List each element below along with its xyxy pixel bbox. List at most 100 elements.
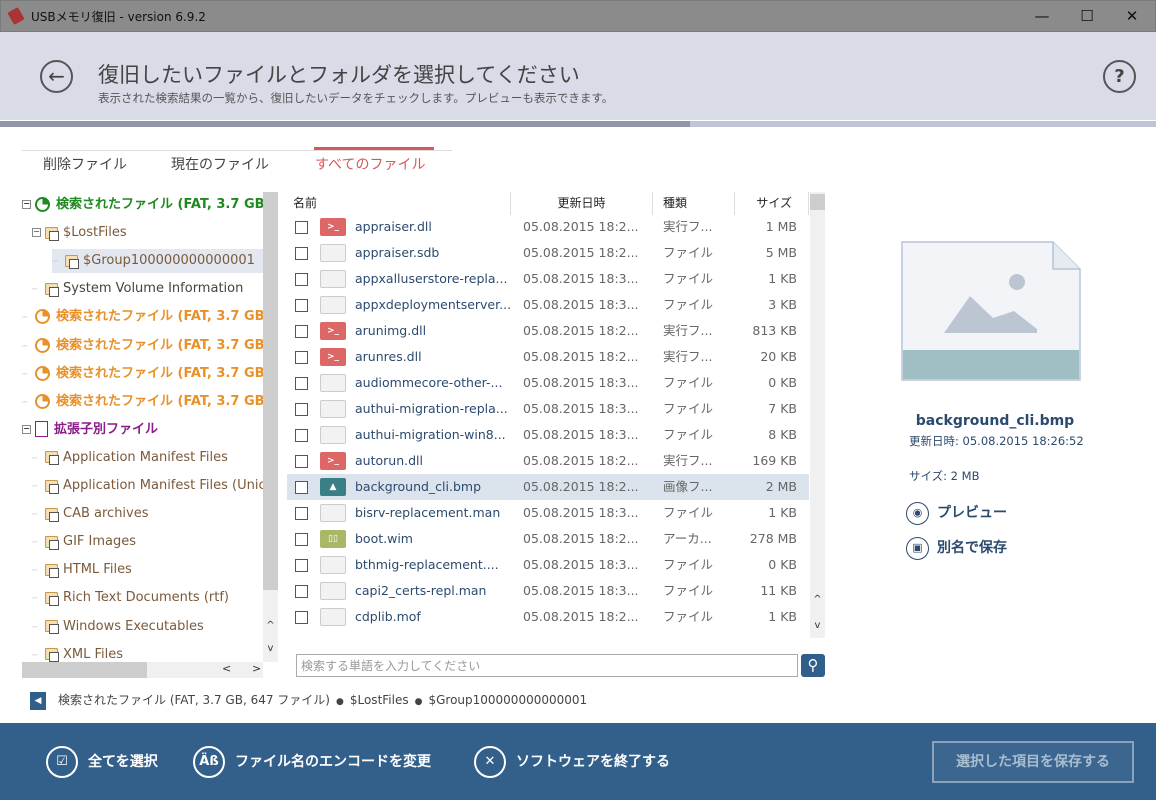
tree-scroll-thumb[interactable] <box>22 662 147 678</box>
tree-item[interactable]: ┄ 検索されたファイル (FAT, 3.7 GB <box>22 334 265 358</box>
tree-item[interactable]: ┄ $Group100000000000001 <box>52 249 263 274</box>
column-type[interactable]: 種類 <box>653 192 735 215</box>
tab-all-files[interactable]: すべてのファイル <box>315 157 426 173</box>
file-row[interactable]: appxdeploymentserver... 05.08.2015 18:3..… <box>287 292 809 318</box>
tree-scroll-track[interactable]: ^ v <box>263 590 278 662</box>
file-size: 1 KB <box>768 271 797 286</box>
column-name[interactable]: 名前 <box>293 192 511 215</box>
back-button[interactable]: ← <box>40 60 73 93</box>
tree-item-label: 検索されたファイル (FAT, 3.7 GB, 647 ファイル) <box>56 197 278 212</box>
tree-item[interactable]: ┄ 検索されたファイル (FAT, 3.7 GB <box>22 305 265 329</box>
collapse-toggle[interactable]: − <box>22 423 31 434</box>
file-row[interactable]: ▲ background_cli.bmp 05.08.2015 18:2... 画像フ… <box>287 474 809 500</box>
list-vertical-scrollbar[interactable]: ^ v <box>810 192 825 638</box>
file-date: 05.08.2015 18:2... <box>523 479 639 494</box>
file-date: 05.08.2015 18:2... <box>523 245 639 260</box>
row-checkbox[interactable] <box>295 533 308 546</box>
tab-deleted-files[interactable]: 削除ファイル <box>43 157 127 173</box>
file-type: ファイル <box>663 505 714 520</box>
file-date: 05.08.2015 18:2... <box>523 219 639 234</box>
tree-item[interactable]: ┄ Application Manifest Files <box>32 446 228 470</box>
tree-item[interactable]: ┄ 検索されたファイル (FAT, 3.7 GB <box>22 362 265 386</box>
file-row[interactable]: appraiser.sdb 05.08.2015 18:2... ファイル 5 MB <box>287 240 809 266</box>
tree-item[interactable]: ┄ Rich Text Documents (rtf) <box>32 586 229 610</box>
tree-item[interactable]: ┄ GIF Images <box>32 530 136 554</box>
tree-item[interactable]: ┄ Application Manifest Files (Unicode) <box>32 474 278 498</box>
tree-vertical-scrollbar[interactable] <box>263 192 278 590</box>
tree-item[interactable]: − $LostFiles <box>32 221 127 245</box>
floppy-disk-icon: ▣ <box>906 536 929 560</box>
file-row[interactable]: bisrv-replacement.man 05.08.2015 18:3... フ… <box>287 500 809 526</box>
row-checkbox[interactable] <box>295 351 308 364</box>
preview-button[interactable]: ◉ プレビュー <box>906 501 1007 525</box>
doc-file-icon <box>320 374 346 392</box>
tab-existing-files[interactable]: 現在のファイル <box>171 157 269 173</box>
row-checkbox[interactable] <box>295 559 308 572</box>
row-checkbox[interactable] <box>295 481 308 494</box>
tree-item[interactable]: ┄ CAB archives <box>32 502 149 526</box>
file-type: 画像フ... <box>663 479 713 494</box>
row-checkbox[interactable] <box>295 429 308 442</box>
search-input[interactable] <box>296 654 798 677</box>
file-row[interactable]: authui-migration-repla... 05.08.2015 18:3… <box>287 396 809 422</box>
breadcrumb-item[interactable]: 検索されたファイル (FAT, 3.7 GB, 647 ファイル) <box>58 693 330 707</box>
row-checkbox[interactable] <box>295 221 308 234</box>
column-size[interactable]: サイズ <box>735 192 809 215</box>
tree-item[interactable]: − 拡張子別ファイル <box>22 418 158 442</box>
collapse-toggle[interactable]: − <box>22 199 31 209</box>
file-row[interactable]: >_ arunimg.dll 05.08.2015 18:2... 実行フ... 813… <box>287 318 809 344</box>
save-selected-button[interactable]: 選択した項目を保存する <box>932 741 1134 783</box>
change-encoding-button[interactable]: Äß ファイル名のエンコードを変更 <box>193 745 431 779</box>
list-scroll-thumb[interactable] <box>810 194 825 210</box>
row-checkbox[interactable] <box>295 455 308 468</box>
column-date[interactable]: 更新日時 <box>511 192 653 215</box>
row-checkbox[interactable] <box>295 585 308 598</box>
file-size: 1 MB <box>765 219 797 234</box>
maximize-button[interactable]: ☐ <box>1080 7 1094 25</box>
row-checkbox[interactable] <box>295 299 308 312</box>
file-row[interactable]: ▯▯ boot.wim 05.08.2015 18:2... アーカ... 278 MB <box>287 526 809 552</box>
select-all-button[interactable]: ☑ 全てを選択 <box>46 745 158 779</box>
file-row[interactable]: >_ autorun.dll 05.08.2015 18:2... 実行フ... 169… <box>287 448 809 474</box>
exit-button[interactable]: ✕ ソフトウェアを終了する <box>474 745 670 779</box>
search-button[interactable]: ⚲ <box>801 654 825 677</box>
breadcrumb-item[interactable]: $Group100000000000001 <box>428 693 588 707</box>
disk-scan-icon <box>35 365 50 381</box>
row-checkbox[interactable] <box>295 247 308 260</box>
file-row[interactable]: capi2_certs-repl.man 05.08.2015 18:3... ファ… <box>287 578 809 604</box>
save-as-button[interactable]: ▣ 別名で保存 <box>906 536 1007 560</box>
file-row[interactable]: cdplib.mof 05.08.2015 18:2... ファイル 1 KB <box>287 604 809 630</box>
folder-icon <box>45 282 59 297</box>
minimize-button[interactable]: — <box>1034 7 1050 25</box>
collapse-toggle[interactable]: − <box>32 227 41 238</box>
row-checkbox[interactable] <box>295 325 308 338</box>
tree-item[interactable]: ┄ XML Files <box>32 643 123 667</box>
file-size: 1 KB <box>768 505 797 520</box>
tree-item-label: Rich Text Documents (rtf) <box>63 590 230 606</box>
row-checkbox[interactable] <box>295 507 308 520</box>
tree-item[interactable]: ┄ HTML Files <box>32 558 132 582</box>
file-row[interactable]: audiommecore-other-... 05.08.2015 18:3...… <box>287 370 809 396</box>
breadcrumb-back-button[interactable]: ◀ <box>30 691 46 710</box>
tree-item[interactable]: ┄ 検索されたファイル (FAT, 3.7 GB <box>22 390 265 414</box>
row-checkbox[interactable] <box>295 403 308 416</box>
file-size: 2 MB <box>765 479 797 494</box>
help-button[interactable]: ? <box>1103 60 1136 93</box>
folder-icon <box>45 648 59 663</box>
img-file-icon: ▲ <box>320 478 346 496</box>
file-row[interactable]: >_ appraiser.dll 05.08.2015 18:2... 実行フ... 1… <box>287 214 809 240</box>
tree-item[interactable]: ┄ Windows Executables <box>32 615 204 639</box>
file-row[interactable]: appxalluserstore-repla... 05.08.2015 18:3… <box>287 266 809 292</box>
row-checkbox[interactable] <box>295 611 308 624</box>
tree-item[interactable]: − 検索されたファイル (FAT, 3.7 GB, 647 ファイル) <box>22 193 278 217</box>
tree-item[interactable]: ┄ System Volume Information <box>32 277 243 301</box>
close-button[interactable]: ✕ <box>1125 7 1139 25</box>
close-icon: ✕ <box>474 746 506 778</box>
row-checkbox[interactable] <box>295 273 308 286</box>
breadcrumb-item[interactable]: $LostFiles <box>349 693 409 707</box>
file-row[interactable]: >_ arunres.dll 05.08.2015 18:2... 実行フ... 20 … <box>287 344 809 370</box>
file-row[interactable]: bthmig-replacement.... 05.08.2015 18:3...… <box>287 552 809 578</box>
row-checkbox[interactable] <box>295 377 308 390</box>
page-title: 復旧したいファイルとフォルダを選択してください <box>98 63 580 87</box>
file-row[interactable]: authui-migration-win8... 05.08.2015 18:3.… <box>287 422 809 448</box>
